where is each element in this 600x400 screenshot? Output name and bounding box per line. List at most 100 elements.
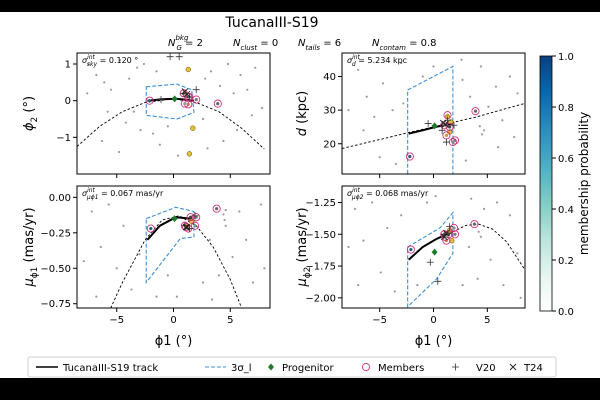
background-star bbox=[487, 105, 490, 108]
member-ring bbox=[180, 99, 189, 108]
background-star bbox=[208, 238, 211, 242]
background-star bbox=[470, 197, 473, 200]
background-star bbox=[201, 281, 205, 284]
progenitor-marker bbox=[431, 248, 438, 256]
background-star bbox=[434, 195, 437, 198]
background-star bbox=[166, 274, 169, 277]
background-star bbox=[357, 68, 360, 71]
sigma-value: = 0.120 ° bbox=[97, 56, 138, 65]
legend-t24-swatch bbox=[509, 363, 517, 371]
background-star bbox=[469, 95, 472, 98]
background-star bbox=[235, 128, 239, 132]
background-star bbox=[224, 224, 227, 227]
member-dot bbox=[216, 102, 220, 106]
background-star bbox=[379, 271, 382, 274]
sigma-band bbox=[145, 83, 195, 120]
background-star bbox=[206, 147, 209, 150]
subtitle-count-3: Ncontam = 0.8 bbox=[372, 38, 437, 52]
background-star bbox=[371, 201, 374, 204]
t24-marker bbox=[443, 229, 450, 237]
background-star bbox=[109, 88, 113, 91]
background-star bbox=[381, 82, 385, 85]
background-star bbox=[461, 78, 464, 81]
background-star bbox=[95, 73, 98, 77]
background-star bbox=[460, 58, 463, 61]
background-star bbox=[218, 84, 222, 88]
background-star bbox=[119, 59, 122, 62]
background-star bbox=[222, 139, 225, 143]
sigma-sup: int bbox=[352, 54, 360, 61]
track-extension bbox=[77, 98, 265, 150]
legend-frame bbox=[27, 356, 557, 378]
background-star bbox=[245, 238, 248, 242]
background-star bbox=[151, 132, 155, 135]
member-dot bbox=[193, 224, 197, 228]
y-label-sub: 2 bbox=[30, 117, 40, 123]
y-tick-label: 20 bbox=[323, 139, 336, 150]
member-ring bbox=[450, 230, 460, 239]
background-star bbox=[155, 70, 158, 73]
member-ring bbox=[192, 213, 201, 222]
background-star bbox=[142, 62, 146, 66]
y-tick-label: −1.50 bbox=[305, 230, 336, 241]
background-star bbox=[117, 150, 121, 154]
y-label-tail: (mas/yr) bbox=[295, 207, 310, 266]
t24-marker bbox=[183, 223, 191, 231]
background-star bbox=[461, 284, 464, 287]
background-star bbox=[508, 75, 512, 78]
v20-marker bbox=[185, 93, 193, 101]
y-label-sub: ϕ2 bbox=[303, 267, 313, 279]
background-star bbox=[378, 156, 381, 159]
background-star bbox=[365, 95, 368, 98]
t24-marker bbox=[439, 119, 447, 127]
y-tick-label: −1.25 bbox=[305, 198, 336, 209]
v20-marker bbox=[434, 277, 442, 285]
member-ring bbox=[406, 245, 415, 254]
background-star bbox=[260, 106, 264, 110]
member-dot bbox=[183, 102, 187, 106]
member-ring bbox=[471, 107, 480, 116]
member-dot bbox=[473, 109, 478, 113]
y-label-sub: ϕ1 bbox=[30, 267, 40, 279]
background-star bbox=[87, 62, 90, 66]
background-star bbox=[95, 295, 98, 298]
y-label-tail: (kpc) bbox=[295, 91, 310, 128]
background-star bbox=[502, 284, 505, 287]
background-star bbox=[232, 92, 235, 95]
background-star bbox=[347, 109, 350, 112]
background-star bbox=[394, 162, 397, 166]
background-star bbox=[480, 133, 484, 136]
sigma-symbol: σ bbox=[82, 56, 88, 65]
progenitor-marker bbox=[171, 215, 178, 223]
member-ring bbox=[441, 232, 450, 241]
member-dot bbox=[446, 232, 451, 236]
sigma-annotation: σint sky = 0.120 ° bbox=[82, 54, 138, 68]
sigma-sub: sky bbox=[87, 61, 98, 68]
colorbar-tick-label: 1.0 bbox=[558, 52, 574, 63]
background-star bbox=[416, 284, 419, 287]
sigma-symbol: σ bbox=[347, 189, 353, 198]
member-ring bbox=[191, 221, 200, 230]
y-tick-label: 0 bbox=[65, 96, 71, 107]
background-star bbox=[362, 239, 365, 242]
background-star bbox=[124, 121, 127, 124]
background-star bbox=[136, 66, 139, 69]
background-star bbox=[495, 201, 499, 204]
member-dot bbox=[408, 154, 412, 159]
v20-marker bbox=[424, 120, 432, 128]
background-star bbox=[400, 61, 403, 65]
background-star bbox=[201, 117, 205, 121]
background-star bbox=[482, 207, 486, 210]
background-star bbox=[400, 214, 403, 217]
background-star bbox=[107, 203, 110, 206]
background-star bbox=[476, 277, 479, 280]
background-star bbox=[217, 274, 221, 277]
legend-label-t24: T24 bbox=[523, 363, 543, 374]
panel-plot-area bbox=[342, 58, 525, 174]
legend-members-swatch bbox=[361, 362, 371, 372]
subtitle-count-value: = 0.8 bbox=[406, 38, 437, 49]
background-star bbox=[386, 226, 389, 230]
subtitle-count-label: N bbox=[372, 38, 380, 49]
